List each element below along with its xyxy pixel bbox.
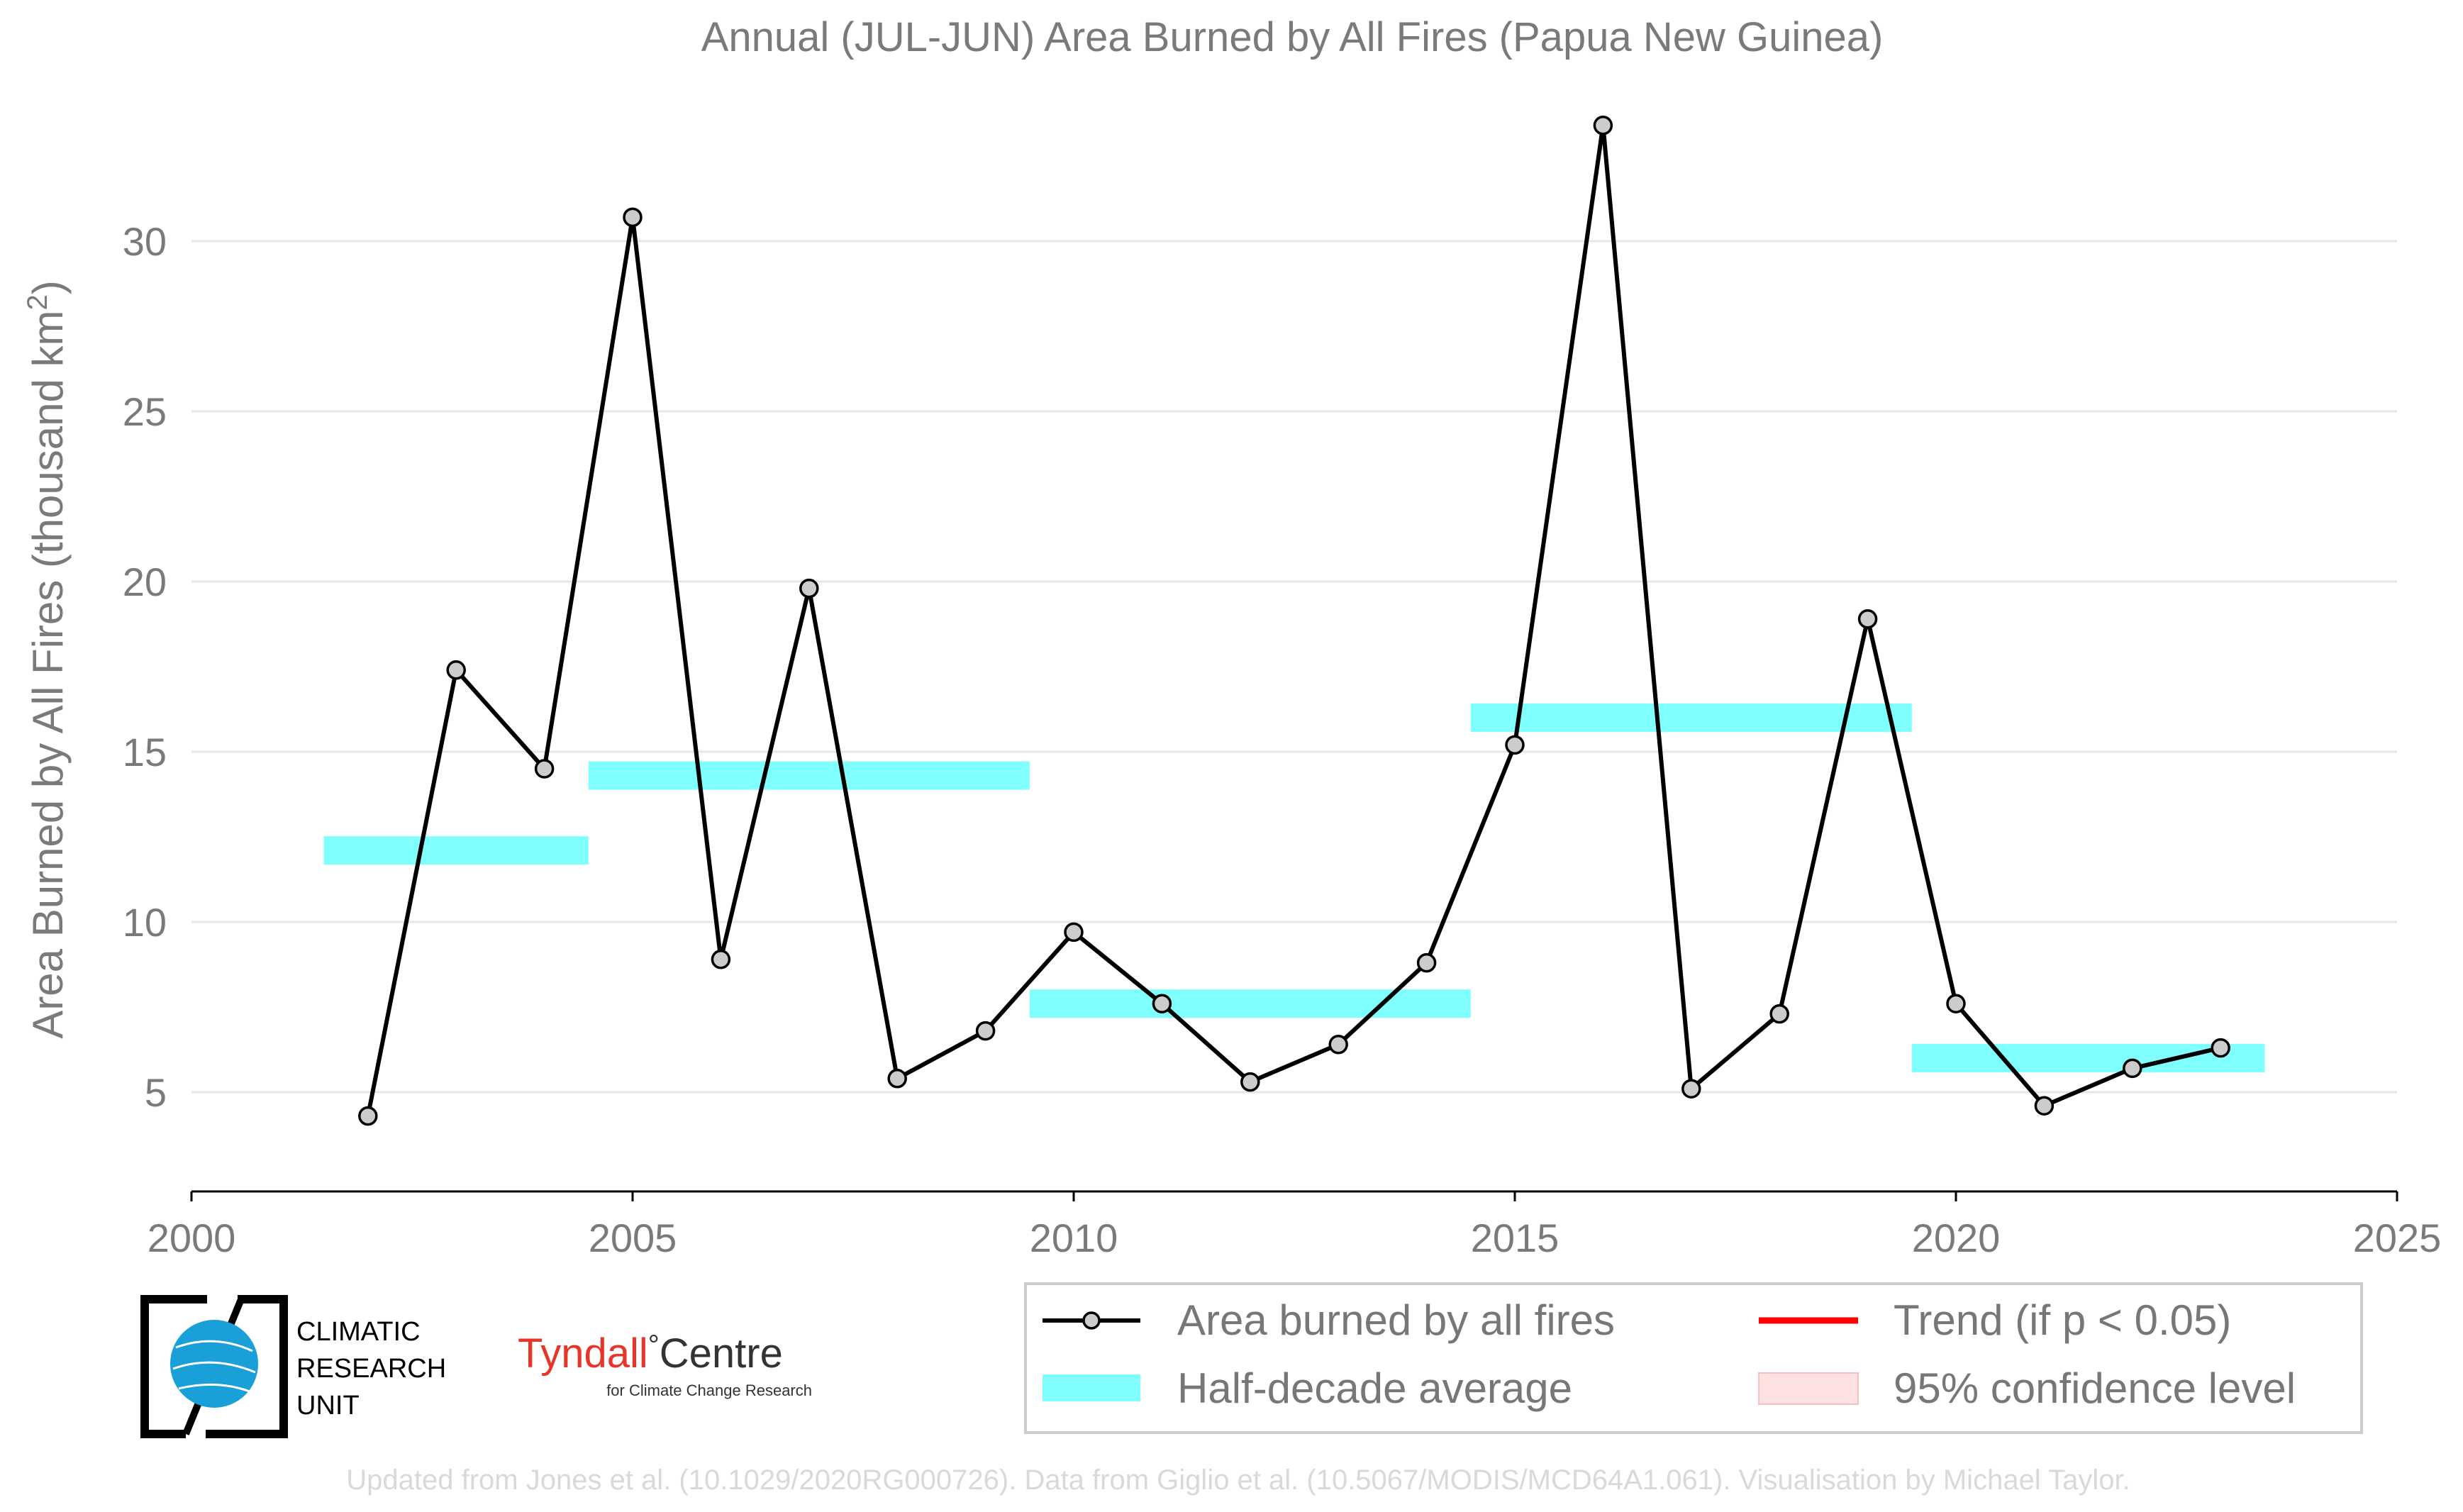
y-tick-label-15: 15 [123, 730, 167, 774]
x-tick-label-2015: 2015 [1471, 1216, 1559, 1260]
half-decade-band-4 [1470, 704, 1912, 732]
y-tick-label-20: 20 [123, 560, 167, 604]
half-decade-bands [323, 704, 2265, 1072]
cru-logo: CLIMATIC RESEARCH UNIT [140, 1295, 446, 1438]
legend-marker-swatch [1082, 1311, 1101, 1330]
legend-confidence-swatch [1758, 1372, 1859, 1405]
half-decade-band-1 [323, 836, 589, 865]
x-axis-ticks [190, 1191, 2398, 1201]
y-tick-label-30: 30 [123, 219, 167, 264]
cru-logo-line-2: RESEARCH [296, 1354, 446, 1384]
y-tick-label-10: 10 [123, 900, 167, 945]
cru-logo-left-bracket [140, 1295, 207, 1438]
x-tick-label-2005: 2005 [589, 1216, 677, 1260]
half-decade-band-3 [1029, 989, 1471, 1018]
data-point-2022 [2123, 1058, 2142, 1079]
tyndall-logo: Tyndall°Centre for Climate Change Resear… [518, 1330, 812, 1399]
data-point-2014 [1416, 952, 1437, 973]
series-points [358, 116, 2230, 1126]
data-point-2009 [975, 1021, 996, 1041]
data-point-2020 [1946, 994, 1966, 1013]
data-point-2017 [1681, 1079, 1701, 1099]
gridlines [191, 240, 2397, 1094]
y-axis-label-superscript: 2 [22, 294, 53, 310]
data-point-2007 [799, 578, 819, 599]
cru-logo-line-3: UNIT [296, 1391, 360, 1421]
tyndall-logo-wordmark: Tyndall°Centre [518, 1330, 783, 1377]
data-point-2012 [1240, 1072, 1260, 1092]
cru-logo-right-bracket [206, 1295, 288, 1438]
legend: Area burned by all fires Trend (if p < 0… [1024, 1282, 2363, 1434]
data-point-2002 [358, 1106, 378, 1126]
x-tick-label-2020: 2020 [1912, 1216, 2001, 1260]
y-tick-label-5: 5 [145, 1070, 167, 1115]
globe-icon-lines [172, 1340, 256, 1393]
data-point-2003 [446, 660, 466, 680]
legend-label-half-decade: Half-decade average [1177, 1364, 1572, 1412]
tyndall-logo-subtitle: for Climate Change Research [606, 1382, 812, 1399]
data-point-2023 [2211, 1038, 2230, 1058]
legend-label-area-burned: Area burned by all fires [1177, 1296, 1615, 1344]
data-point-2018 [1769, 1004, 1789, 1024]
cru-logo-line-1: CLIMATIC [296, 1317, 421, 1347]
footer-credits: Updated from Jones et al. (10.1029/2020R… [346, 1464, 2130, 1496]
y-axis-label-close: ) [24, 280, 72, 294]
data-point-2015 [1505, 735, 1525, 755]
x-tick-label-2025: 2025 [2353, 1216, 2442, 1260]
x-tick-label-2010: 2010 [1030, 1216, 1118, 1260]
globe-icon [170, 1320, 258, 1408]
data-point-2019 [1857, 609, 1878, 629]
data-point-2011 [1152, 994, 1172, 1013]
legend-half-decade-swatch [1043, 1374, 1140, 1401]
data-point-2005 [623, 207, 643, 228]
series-line-area-burned [365, 123, 2221, 1117]
y-tick-labels: 5 10 15 20 25 30 [123, 219, 167, 1115]
legend-label-trend: Trend (if p < 0.05) [1894, 1296, 2231, 1344]
data-point-2004 [534, 759, 555, 779]
data-point-2008 [887, 1069, 907, 1089]
data-point-2006 [711, 950, 731, 969]
half-decade-band-2 [588, 761, 1030, 790]
legend-box [1024, 1282, 2363, 1434]
data-point-2021 [2034, 1096, 2055, 1116]
half-decade-band-5 [1911, 1044, 2265, 1072]
y-tick-label-25: 25 [123, 389, 167, 434]
data-point-2010 [1064, 922, 1084, 943]
data-point-2016 [1593, 116, 1613, 135]
x-tick-labels: 2000 2005 2010 2015 2020 2025 [148, 1216, 2442, 1260]
y-axis-label: Area Burned by All Fires (thousand km2) [22, 280, 72, 1038]
data-point-2013 [1328, 1035, 1348, 1055]
legend-label-confidence: 95% confidence level [1894, 1364, 2296, 1412]
x-tick-label-2000: 2000 [148, 1216, 236, 1260]
chart-title: Annual (JUL-JUN) Area Burned by All Fire… [701, 14, 1884, 60]
